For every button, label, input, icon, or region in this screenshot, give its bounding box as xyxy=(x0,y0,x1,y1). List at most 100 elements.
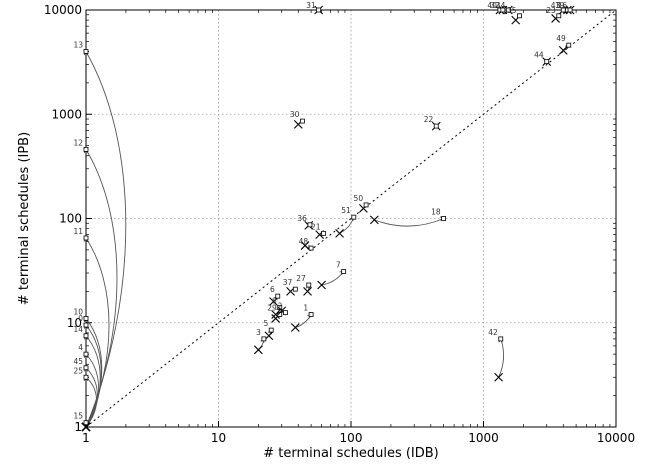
square-marker-14 xyxy=(83,333,89,339)
arrow-13 xyxy=(85,51,127,428)
square-marker-7 xyxy=(341,269,347,274)
x-marker-48 xyxy=(300,241,310,250)
square-marker-32 xyxy=(500,7,506,13)
square-marker-3 xyxy=(261,336,267,342)
square-marker-23 xyxy=(556,13,562,19)
x-marker-6 xyxy=(269,297,278,306)
square-marker-10 xyxy=(83,316,89,321)
point-label: 4 xyxy=(78,343,83,352)
square-marker-45 xyxy=(83,365,89,371)
square-marker-48 xyxy=(308,245,314,251)
point-label: 15 xyxy=(73,412,83,421)
point-label: 11 xyxy=(73,227,83,236)
point-label: 8 xyxy=(272,297,277,306)
square-marker-44 xyxy=(544,59,550,64)
x-marker-51 xyxy=(335,228,344,238)
x-tick-label: 10 xyxy=(211,431,226,445)
point-label: 30 xyxy=(290,110,300,119)
square-marker-15 xyxy=(83,420,89,426)
point-label: 48 xyxy=(299,237,309,246)
x-marker-15 xyxy=(81,422,91,432)
square-marker-36 xyxy=(307,222,313,228)
point-label: 37 xyxy=(283,278,293,287)
point-label: 7 xyxy=(336,261,341,270)
point-label: 6 xyxy=(270,285,275,294)
square-marker-12 xyxy=(83,147,89,152)
square-marker-25 xyxy=(83,374,89,380)
square-marker-27 xyxy=(306,282,312,288)
square-marker-1 xyxy=(308,312,314,317)
square-marker-11 xyxy=(83,235,89,241)
square-marker-22 xyxy=(433,123,439,129)
square-marker-2 xyxy=(283,310,288,316)
point-label: 21 xyxy=(311,222,321,231)
point-label: 19 xyxy=(555,1,565,10)
square-marker-18 xyxy=(441,216,447,221)
arrow-11 xyxy=(85,237,110,428)
point-label: 34 xyxy=(496,1,506,10)
point-label: 3 xyxy=(256,328,261,337)
point-label: 35 xyxy=(507,6,517,15)
arrow-25 xyxy=(85,376,97,428)
point-label: 0 xyxy=(78,314,83,323)
square-marker-37 xyxy=(292,286,298,292)
arrow-18 xyxy=(374,218,444,227)
point-label: 50 xyxy=(354,194,364,203)
y-tick-label: 1 xyxy=(74,420,82,434)
y-tick-label: 10 xyxy=(67,316,82,330)
point-label: 12 xyxy=(73,138,83,147)
square-marker-51 xyxy=(351,214,357,220)
point-label: 25 xyxy=(73,366,83,375)
point-label: 5 xyxy=(263,319,268,328)
square-marker-34 xyxy=(505,7,511,13)
square-marker-4 xyxy=(83,351,89,357)
point-label: 27 xyxy=(296,274,306,283)
point-label: 29 xyxy=(267,303,277,312)
x-tick-label: 100 xyxy=(340,431,363,445)
point-label: 44 xyxy=(534,51,544,60)
arrow-42 xyxy=(498,338,505,378)
square-marker-0 xyxy=(83,322,89,328)
square-marker-42 xyxy=(498,336,504,342)
diagonal-reference-line xyxy=(85,9,617,428)
point-label: 49 xyxy=(556,34,566,43)
x-marker-18 xyxy=(369,215,379,225)
point-label: 16 xyxy=(558,1,568,10)
point-label: 2 xyxy=(278,302,283,311)
square-marker-13 xyxy=(83,49,89,54)
point-label: 1 xyxy=(303,303,308,312)
point-label: 42 xyxy=(488,328,498,337)
point-label: 45 xyxy=(73,357,83,366)
x-tick-label: 1000 xyxy=(468,431,499,445)
point-label: 51 xyxy=(341,206,351,215)
square-marker-21 xyxy=(321,230,326,236)
point-label: 32 xyxy=(490,1,500,10)
arrow-7 xyxy=(321,271,345,286)
y-tick-label: 100 xyxy=(59,212,82,226)
x-marker-49 xyxy=(558,45,568,55)
x-tick-label: 1 xyxy=(82,431,90,445)
x-marker-8 xyxy=(271,310,281,319)
y-axis-label: # terminal schedules (IPB) xyxy=(17,132,32,305)
square-marker-35 xyxy=(517,13,522,19)
y-tick-label: 10000 xyxy=(44,3,82,17)
square-marker-16 xyxy=(567,7,573,13)
square-marker-5 xyxy=(268,327,274,333)
point-label: 10 xyxy=(73,307,83,316)
point-label: 22 xyxy=(424,115,434,124)
square-marker-50 xyxy=(363,202,369,208)
point-label: 31 xyxy=(306,1,316,10)
point-label: 13 xyxy=(73,40,83,49)
point-label: 36 xyxy=(297,214,307,223)
y-tick-label: 1000 xyxy=(51,107,82,121)
square-marker-31 xyxy=(316,7,322,13)
x-marker-1 xyxy=(290,323,300,332)
x-marker-3 xyxy=(253,345,263,355)
point-label: 14 xyxy=(73,325,83,334)
point-label: 40 xyxy=(487,1,497,10)
point-label: 43 xyxy=(551,1,561,10)
arrows xyxy=(83,44,570,428)
